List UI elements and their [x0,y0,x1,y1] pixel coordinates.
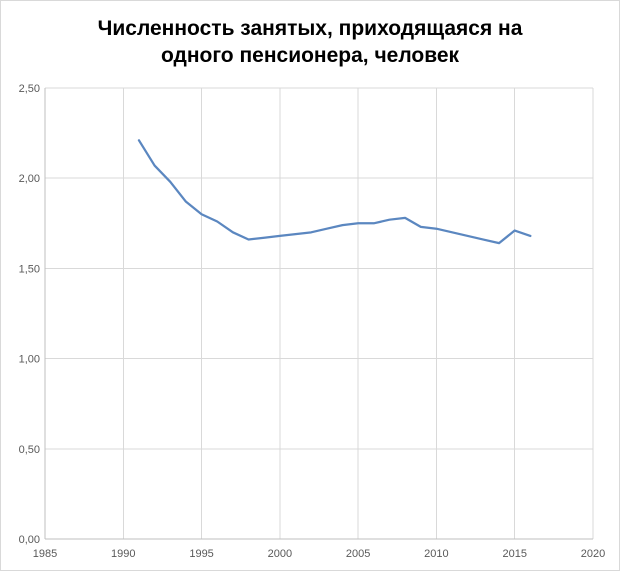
series-line-0 [139,140,530,243]
x-tick-label: 2000 [268,548,292,560]
x-tick-label: 2015 [502,548,526,560]
x-tick-label: 1995 [189,548,213,560]
x-tick-label: 1990 [111,548,135,560]
x-tick-label: 2020 [581,548,605,560]
x-tick-label: 2005 [346,548,370,560]
x-tick-label: 2010 [424,548,448,560]
y-tick-label: 1,50 [19,263,40,275]
y-tick-label: 1,00 [19,354,40,366]
x-tick-label: 1985 [33,548,57,560]
y-tick-label: 0,50 [19,444,40,456]
y-tick-label: 0,00 [19,534,40,546]
y-tick-label: 2,50 [19,83,40,95]
y-tick-label: 2,00 [19,173,40,185]
